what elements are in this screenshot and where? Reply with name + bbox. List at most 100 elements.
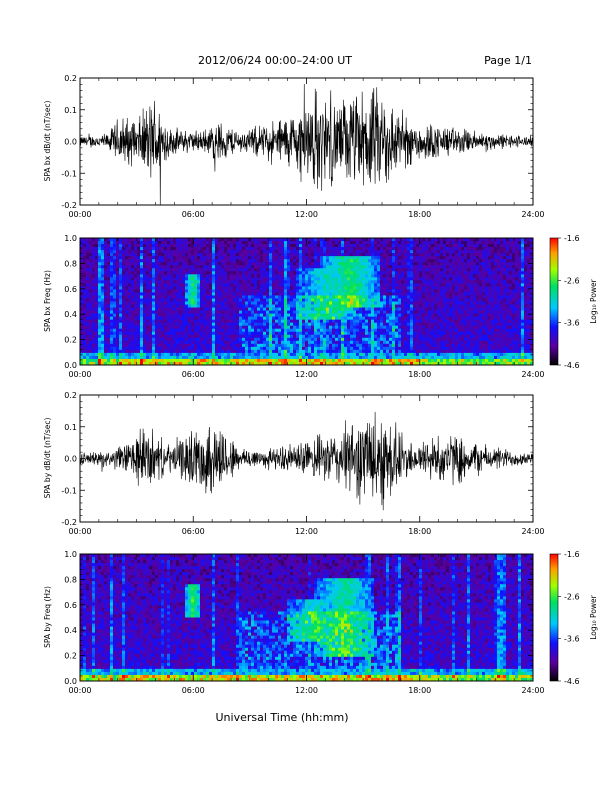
heatmap-cell bbox=[230, 361, 234, 366]
heatmap-cell bbox=[182, 340, 186, 345]
heatmap-cell bbox=[188, 319, 192, 324]
heatmap-cell bbox=[386, 337, 390, 342]
heatmap-cell bbox=[104, 238, 108, 242]
heatmap-cell bbox=[356, 262, 360, 266]
heatmap-cell bbox=[107, 319, 111, 324]
heatmap-cell bbox=[362, 334, 366, 339]
heatmap-cell bbox=[119, 343, 123, 348]
heatmap-cell bbox=[302, 313, 306, 318]
heatmap-cell bbox=[248, 253, 252, 257]
heatmap-cell bbox=[98, 262, 102, 266]
heatmap-cell bbox=[254, 286, 258, 290]
heatmap-cell bbox=[347, 295, 351, 299]
heatmap-cell bbox=[212, 319, 216, 324]
heatmap-cell bbox=[371, 268, 375, 272]
heatmap-cell bbox=[371, 349, 375, 354]
heatmap-cell bbox=[422, 337, 426, 342]
heatmap-cell bbox=[377, 325, 381, 330]
heatmap-cell bbox=[161, 361, 165, 366]
heatmap-cell bbox=[239, 355, 243, 360]
heatmap-cell bbox=[407, 265, 411, 269]
heatmap-cell bbox=[332, 289, 336, 293]
heatmap-cell bbox=[281, 262, 285, 266]
heatmap-cell bbox=[146, 295, 150, 299]
heatmap-cell bbox=[215, 283, 219, 287]
heatmap-cell bbox=[416, 271, 420, 275]
heatmap-cell bbox=[209, 313, 213, 318]
heatmap-cell bbox=[311, 304, 315, 308]
heatmap-cell bbox=[203, 250, 207, 254]
heatmap-cell bbox=[197, 349, 201, 354]
heatmap-cell bbox=[212, 298, 216, 302]
heatmap-cell bbox=[143, 361, 147, 366]
heatmap-cell bbox=[164, 307, 168, 311]
heatmap-cell bbox=[176, 265, 180, 269]
heatmap-cell bbox=[350, 253, 354, 257]
heatmap-cell bbox=[269, 283, 273, 287]
heatmap-cell bbox=[176, 337, 180, 342]
heatmap-cell bbox=[248, 349, 252, 354]
heatmap-cell bbox=[341, 328, 345, 333]
heatmap-cell bbox=[338, 247, 342, 251]
heatmap-cell bbox=[239, 307, 243, 311]
heatmap-cell bbox=[212, 289, 216, 293]
heatmap-cell bbox=[404, 358, 408, 363]
heatmap-cell bbox=[308, 298, 312, 302]
heatmap-cell bbox=[311, 283, 315, 287]
heatmap-cell bbox=[134, 313, 138, 318]
heatmap-cell bbox=[353, 343, 357, 348]
heatmap-cell bbox=[332, 250, 336, 254]
heatmap-cell bbox=[302, 286, 306, 290]
heatmap-cell bbox=[251, 250, 255, 254]
heatmap-cell bbox=[332, 256, 336, 260]
heatmap-cell bbox=[194, 283, 198, 287]
heatmap-cell bbox=[383, 343, 387, 348]
heatmap-cell bbox=[326, 310, 330, 314]
heatmap-cell bbox=[161, 271, 165, 275]
heatmap-cell bbox=[293, 286, 297, 290]
heatmap-cell bbox=[419, 286, 423, 290]
heatmap-cell bbox=[395, 331, 399, 336]
heatmap-cell bbox=[317, 259, 321, 263]
heatmap-cell bbox=[266, 346, 270, 351]
heatmap-cell bbox=[152, 271, 156, 275]
heatmap-cell bbox=[380, 301, 384, 305]
heatmap-cell bbox=[239, 358, 243, 363]
heatmap-cell bbox=[425, 307, 429, 311]
heatmap-cell bbox=[152, 319, 156, 324]
heatmap-cell bbox=[152, 328, 156, 333]
heatmap-cell bbox=[416, 301, 420, 305]
heatmap-cell bbox=[245, 352, 249, 357]
heatmap-cell bbox=[353, 307, 357, 311]
heatmap-cell bbox=[245, 268, 249, 272]
heatmap-cell bbox=[245, 244, 249, 248]
heatmap-cell bbox=[152, 310, 156, 314]
heatmap-cell bbox=[425, 316, 429, 321]
heatmap-cell bbox=[368, 256, 372, 260]
heatmap-cell bbox=[266, 262, 270, 266]
heatmap-cell bbox=[104, 349, 108, 354]
heatmap-cell bbox=[251, 271, 255, 275]
heatmap-cell bbox=[200, 331, 204, 336]
heatmap-cell bbox=[116, 265, 120, 269]
heatmap-cell bbox=[155, 337, 159, 342]
heatmap-cell bbox=[323, 361, 327, 366]
heatmap-cell bbox=[257, 253, 261, 257]
heatmap-cell bbox=[311, 361, 315, 366]
heatmap-cell bbox=[218, 310, 222, 314]
heatmap-cell bbox=[122, 256, 126, 260]
heatmap-cell bbox=[152, 259, 156, 263]
heatmap-cell bbox=[209, 325, 213, 330]
heatmap-cell bbox=[344, 328, 348, 333]
heatmap-cell bbox=[251, 268, 255, 272]
heatmap-cell bbox=[137, 289, 141, 293]
heatmap-cell bbox=[320, 319, 324, 324]
heatmap-cell bbox=[419, 352, 423, 357]
heatmap-cell bbox=[158, 253, 162, 257]
heatmap-cell bbox=[119, 352, 123, 357]
heatmap-cell bbox=[170, 250, 174, 254]
heatmap-cell bbox=[305, 259, 309, 263]
heatmap-cell bbox=[158, 313, 162, 318]
heatmap-cell bbox=[170, 244, 174, 248]
heatmap-cell bbox=[251, 298, 255, 302]
